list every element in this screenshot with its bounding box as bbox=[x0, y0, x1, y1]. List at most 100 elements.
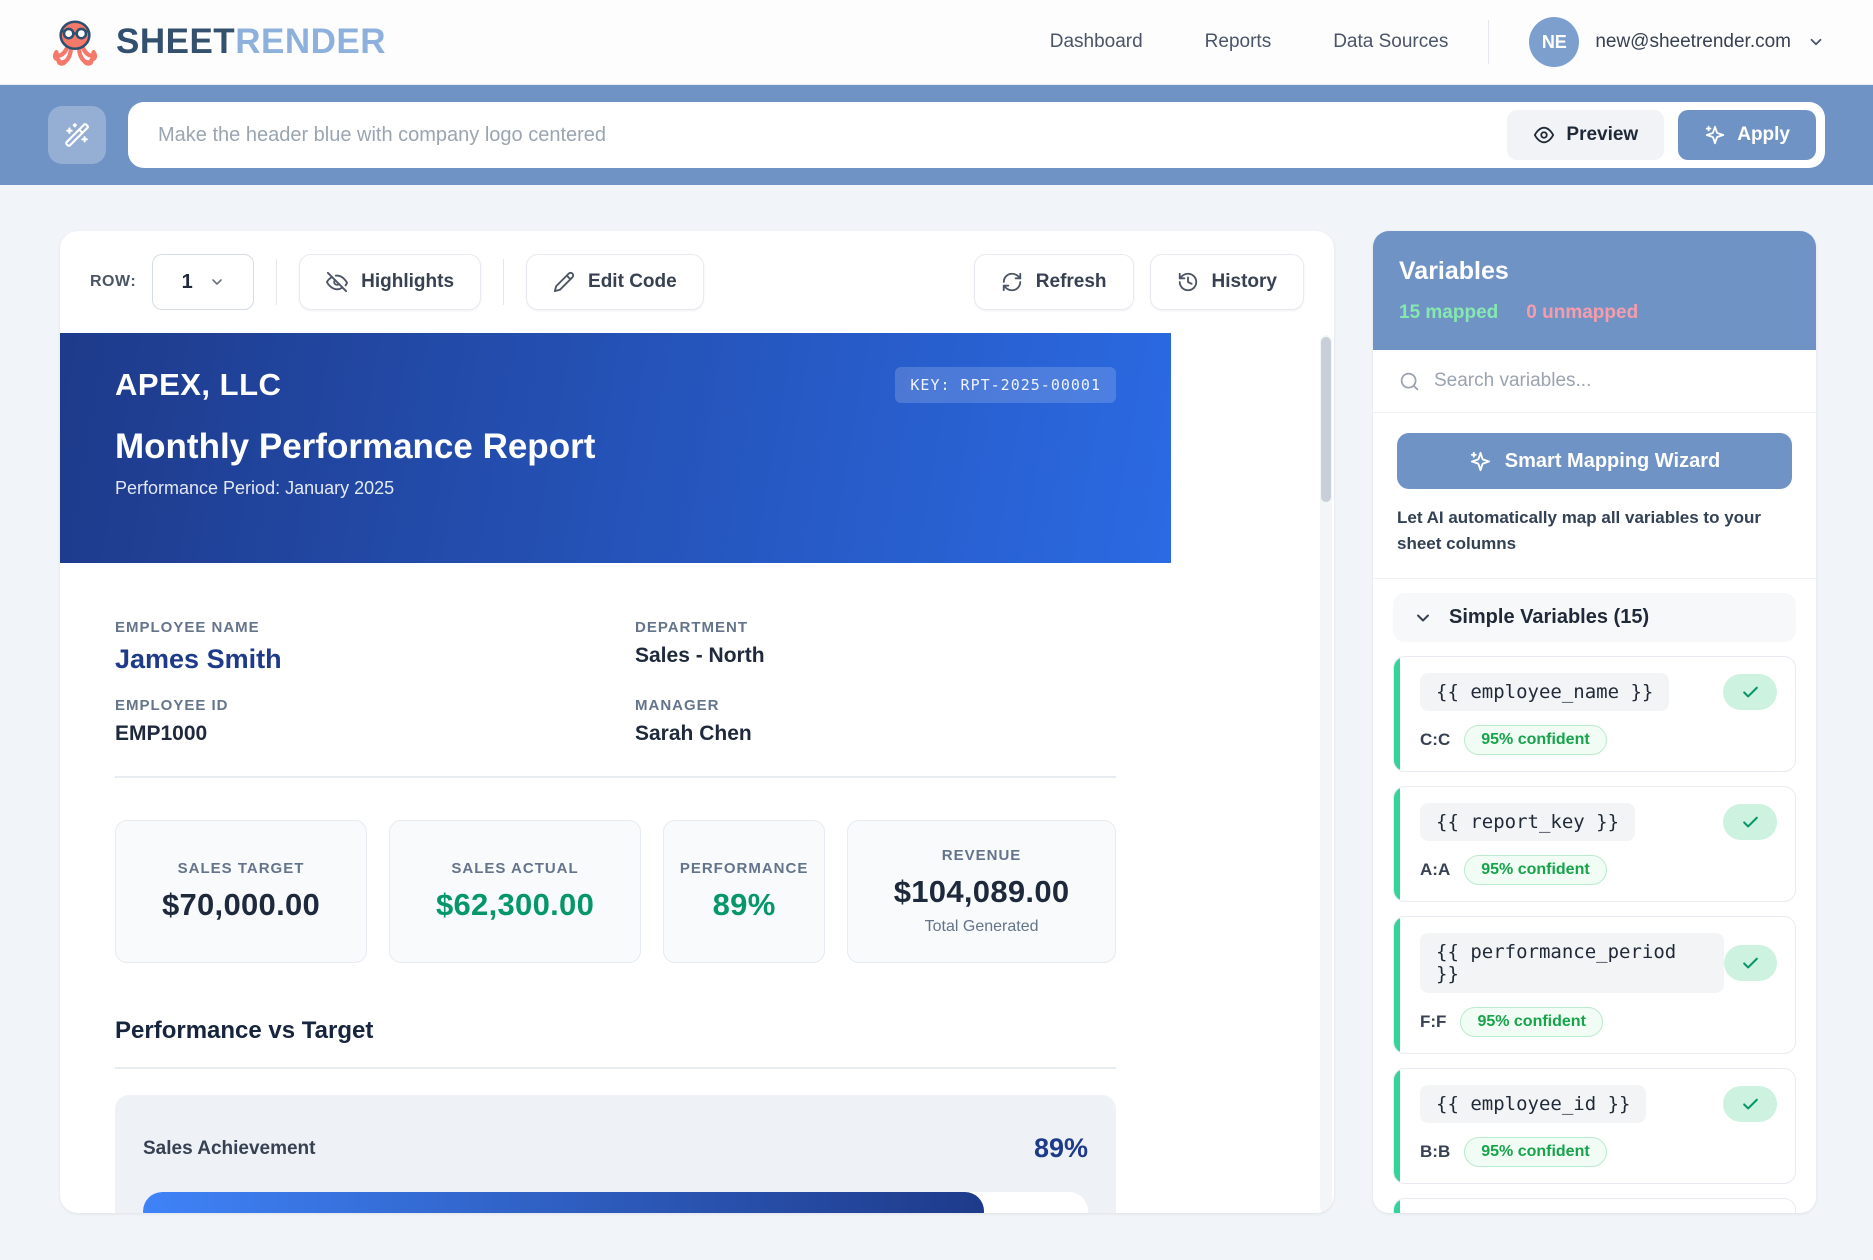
navbar: SHEETRENDER Dashboard Reports Data Sourc… bbox=[0, 0, 1873, 85]
eye-off-icon bbox=[326, 271, 349, 293]
avatar[interactable]: NE bbox=[1529, 17, 1580, 67]
smart-mapping-wizard-button[interactable]: Smart Mapping Wizard bbox=[1397, 433, 1792, 489]
logo: SHEETRENDER bbox=[48, 15, 386, 69]
progress-label: Sales Achievement bbox=[143, 1137, 316, 1159]
column-mapping: B:B bbox=[1420, 1142, 1451, 1161]
field-manager: MANAGER Sarah Chen bbox=[635, 697, 752, 745]
highlights-button[interactable]: Highlights bbox=[299, 254, 482, 310]
unmapped-count: 0 unmapped bbox=[1526, 302, 1639, 323]
variable-chip: {{ employee_id }} bbox=[1420, 1085, 1647, 1123]
account-menu[interactable]: NE new@sheetrender.com bbox=[1529, 17, 1825, 67]
report-key-badge: KEY: RPT-2025-00001 bbox=[895, 367, 1116, 403]
divider bbox=[115, 1067, 1116, 1069]
variable-card-department: {{ department }} bbox=[1393, 1198, 1796, 1213]
chevron-down-icon bbox=[1413, 608, 1433, 628]
variable-card-employee-id: {{ employee_id }} B:B 95% confident bbox=[1393, 1068, 1796, 1184]
brand-name: SHEETRENDER bbox=[116, 22, 386, 61]
progress-value: 89% bbox=[1033, 1133, 1088, 1163]
mapped-accent-bar bbox=[1394, 787, 1400, 901]
mapped-accent-bar bbox=[1394, 1069, 1400, 1183]
ai-toolbar: Preview Apply bbox=[0, 85, 1873, 185]
refresh-button[interactable]: Refresh bbox=[973, 254, 1134, 310]
mapped-accent-bar bbox=[1394, 657, 1400, 771]
variable-chip: {{ report_key }} bbox=[1420, 803, 1636, 841]
check-icon bbox=[1742, 1098, 1758, 1109]
simple-variables-group-header[interactable]: Simple Variables (15) bbox=[1393, 593, 1796, 642]
prompt-bar: Preview Apply bbox=[128, 102, 1825, 168]
variable-card-performance-period: {{ performance_period }} F:F 95% confide… bbox=[1393, 916, 1796, 1054]
sparkles-icon bbox=[1469, 450, 1492, 473]
edit-code-button[interactable]: Edit Code bbox=[526, 254, 704, 310]
mapped-accent-bar bbox=[1394, 917, 1400, 1053]
variables-header: Variables 15 mapped 0 unmapped bbox=[1373, 231, 1816, 350]
divider bbox=[276, 259, 278, 305]
column-mapping: A:A bbox=[1420, 860, 1451, 879]
wizard-hint: Let AI automatically map all variables t… bbox=[1397, 508, 1762, 553]
chart-section-title: Performance vs Target bbox=[115, 1017, 374, 1044]
preview-controls: ROW: 1 Highlights Edit Code bbox=[60, 231, 1334, 333]
variable-chip: {{ performance_period }} bbox=[1420, 933, 1724, 993]
nav-data-sources[interactable]: Data Sources bbox=[1333, 31, 1449, 52]
check-icon bbox=[1742, 686, 1758, 697]
rendered-document: APEX, LLC KEY: RPT-2025-00001 Monthly Pe… bbox=[60, 333, 1171, 1213]
wizard-section: Smart Mapping Wizard Let AI automaticall… bbox=[1373, 413, 1816, 579]
stat-sales-target: SALES TARGET $70,000.00 bbox=[115, 820, 368, 963]
company-name: APEX, LLC bbox=[115, 367, 282, 402]
mapped-check-button[interactable] bbox=[1723, 804, 1777, 840]
confidence-badge: 95% confident bbox=[1464, 1137, 1607, 1167]
progress-fill bbox=[143, 1192, 985, 1213]
refresh-icon bbox=[1001, 271, 1023, 293]
search-variables-input[interactable] bbox=[1434, 370, 1790, 392]
sales-achievement-card: Sales Achievement 89% bbox=[115, 1095, 1116, 1213]
confidence-badge: 95% confident bbox=[1464, 855, 1607, 885]
divider bbox=[115, 776, 1116, 778]
row-select[interactable]: 1 bbox=[152, 254, 255, 310]
history-button[interactable]: History bbox=[1149, 254, 1304, 310]
variable-card-report-key: {{ report_key }} A:A 95% confident bbox=[1393, 786, 1796, 902]
account-email: new@sheetrender.com bbox=[1595, 31, 1791, 52]
octopus-logo-icon bbox=[48, 15, 102, 69]
report-period: Performance Period: January 2025 bbox=[115, 478, 395, 498]
search-icon bbox=[1399, 371, 1420, 392]
document-header: APEX, LLC KEY: RPT-2025-00001 Monthly Pe… bbox=[60, 333, 1171, 563]
chevron-down-icon bbox=[209, 274, 225, 290]
content-area: ROW: 1 Highlights Edit Code bbox=[0, 185, 1873, 1213]
report-title: Monthly Performance Report bbox=[115, 427, 596, 466]
employee-fields: EMPLOYEE NAME James Smith DEPARTMENT Sal… bbox=[115, 619, 1116, 746]
mapped-check-button[interactable] bbox=[1723, 945, 1777, 981]
eye-icon bbox=[1533, 124, 1555, 146]
confidence-badge: 95% confident bbox=[1460, 1007, 1603, 1037]
preview-button[interactable]: Preview bbox=[1507, 110, 1665, 160]
document-scrollbar[interactable] bbox=[1320, 335, 1332, 1213]
check-icon bbox=[1742, 816, 1758, 827]
chevron-down-icon bbox=[1807, 33, 1825, 51]
scrollbar-thumb[interactable] bbox=[1321, 337, 1331, 502]
stat-sales-actual: SALES ACTUAL $62,300.00 bbox=[389, 820, 642, 963]
check-icon bbox=[1742, 957, 1758, 968]
mapped-accent-bar bbox=[1394, 1199, 1400, 1213]
nav-dashboard[interactable]: Dashboard bbox=[1049, 31, 1143, 52]
field-department: DEPARTMENT Sales - North bbox=[635, 619, 765, 667]
confidence-badge: 95% confident bbox=[1464, 725, 1607, 755]
mapped-check-button[interactable] bbox=[1723, 674, 1777, 710]
sparkles-icon bbox=[1704, 124, 1726, 146]
variable-card-employee-name: {{ employee_name }} C:C 95% confident bbox=[1393, 656, 1796, 772]
field-employee-id: EMPLOYEE ID EMP1000 bbox=[115, 697, 229, 745]
variables-search bbox=[1373, 350, 1816, 413]
mapped-check-button[interactable] bbox=[1723, 1086, 1777, 1122]
variable-chip: {{ employee_name }} bbox=[1420, 673, 1670, 711]
stat-cards: SALES TARGET $70,000.00 SALES ACTUAL $62… bbox=[115, 820, 1116, 963]
apply-button[interactable]: Apply bbox=[1678, 110, 1816, 160]
progress-track bbox=[143, 1192, 1088, 1213]
stat-revenue: REVENUE $104,089.00 Total Generated bbox=[847, 820, 1116, 963]
nav-divider bbox=[1488, 20, 1490, 64]
magic-wand-button[interactable] bbox=[48, 106, 106, 164]
pencil-icon bbox=[553, 271, 575, 293]
variables-title: Variables bbox=[1399, 257, 1509, 285]
variables-panel: Variables 15 mapped 0 unmapped Smart Map… bbox=[1373, 231, 1816, 1213]
row-label: ROW: bbox=[90, 273, 137, 290]
prompt-input[interactable] bbox=[158, 123, 1494, 147]
history-icon bbox=[1177, 271, 1199, 293]
main-nav: Dashboard Reports Data Sources bbox=[1050, 31, 1449, 53]
nav-reports[interactable]: Reports bbox=[1204, 31, 1272, 52]
